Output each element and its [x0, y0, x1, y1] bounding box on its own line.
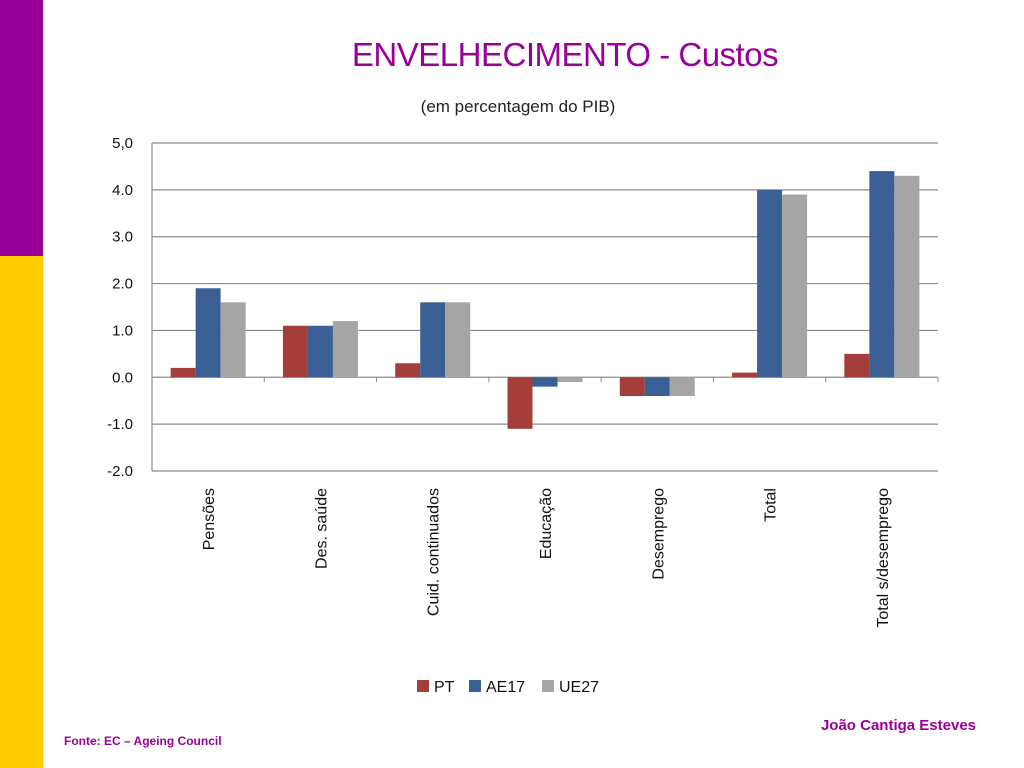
y-tick-label: 2.0 [112, 276, 133, 293]
x-tick-label: Educação [538, 488, 555, 559]
bar-ae17 [307, 325, 333, 378]
legend-label-ue27: UE27 [559, 679, 599, 696]
x-tick-label: Total s/desemprego [875, 488, 892, 628]
accent-bar-yellow [0, 256, 43, 768]
y-tick-label: 5,0 [112, 135, 133, 152]
bar-pt [844, 353, 870, 378]
y-tick-label: 1.0 [112, 322, 133, 339]
bar-ue27 [445, 302, 471, 378]
bar-ae17 [644, 377, 670, 397]
legend-swatch-ae17 [469, 680, 481, 692]
bar-ue27 [894, 175, 920, 378]
bar-pt [619, 377, 645, 397]
y-tick-label: 4.0 [112, 182, 133, 199]
legend-label-ae17: AE17 [486, 679, 525, 696]
x-tick-label: Desemprego [650, 488, 667, 580]
bar-ae17 [532, 377, 558, 387]
slide-title: ENVELHECIMENTO - Custos [351, 36, 779, 73]
bar-pt [282, 325, 308, 378]
bar-pt [507, 377, 533, 429]
y-tick-label: -2.0 [107, 463, 133, 480]
y-tick-label: 3.0 [112, 229, 133, 246]
chart-subtitle: (em percentagem do PIB) [421, 97, 616, 116]
bar-ae17 [869, 171, 895, 378]
bar-ue27 [220, 302, 246, 378]
x-tick-label: Cuid. continuados [426, 488, 443, 616]
x-tick-label: Total [763, 488, 780, 522]
x-tick-label: Des. saúde [313, 488, 330, 569]
bar-ue27 [782, 194, 808, 378]
bar-pt [170, 367, 196, 378]
y-tick-label: -1.0 [107, 416, 133, 433]
bar-ae17 [757, 189, 783, 378]
bar-pt [732, 372, 758, 378]
y-tick-label: 0.0 [112, 369, 133, 386]
x-tick-label: Pensões [201, 488, 218, 550]
bar-ae17 [420, 302, 446, 378]
source-note: Fonte: EC – Ageing Council [64, 734, 222, 748]
bar-ue27 [557, 377, 583, 382]
bar-ue27 [332, 321, 358, 378]
bar-ue27 [669, 377, 695, 397]
bar-pt [395, 363, 421, 378]
legend-label-pt: PT [434, 679, 455, 696]
accent-bar-purple [0, 0, 43, 256]
author-name: João Cantiga Esteves [820, 717, 976, 734]
bar-ae17 [195, 288, 221, 378]
legend-swatch-ue27 [542, 680, 554, 692]
legend-swatch-pt [417, 680, 429, 692]
